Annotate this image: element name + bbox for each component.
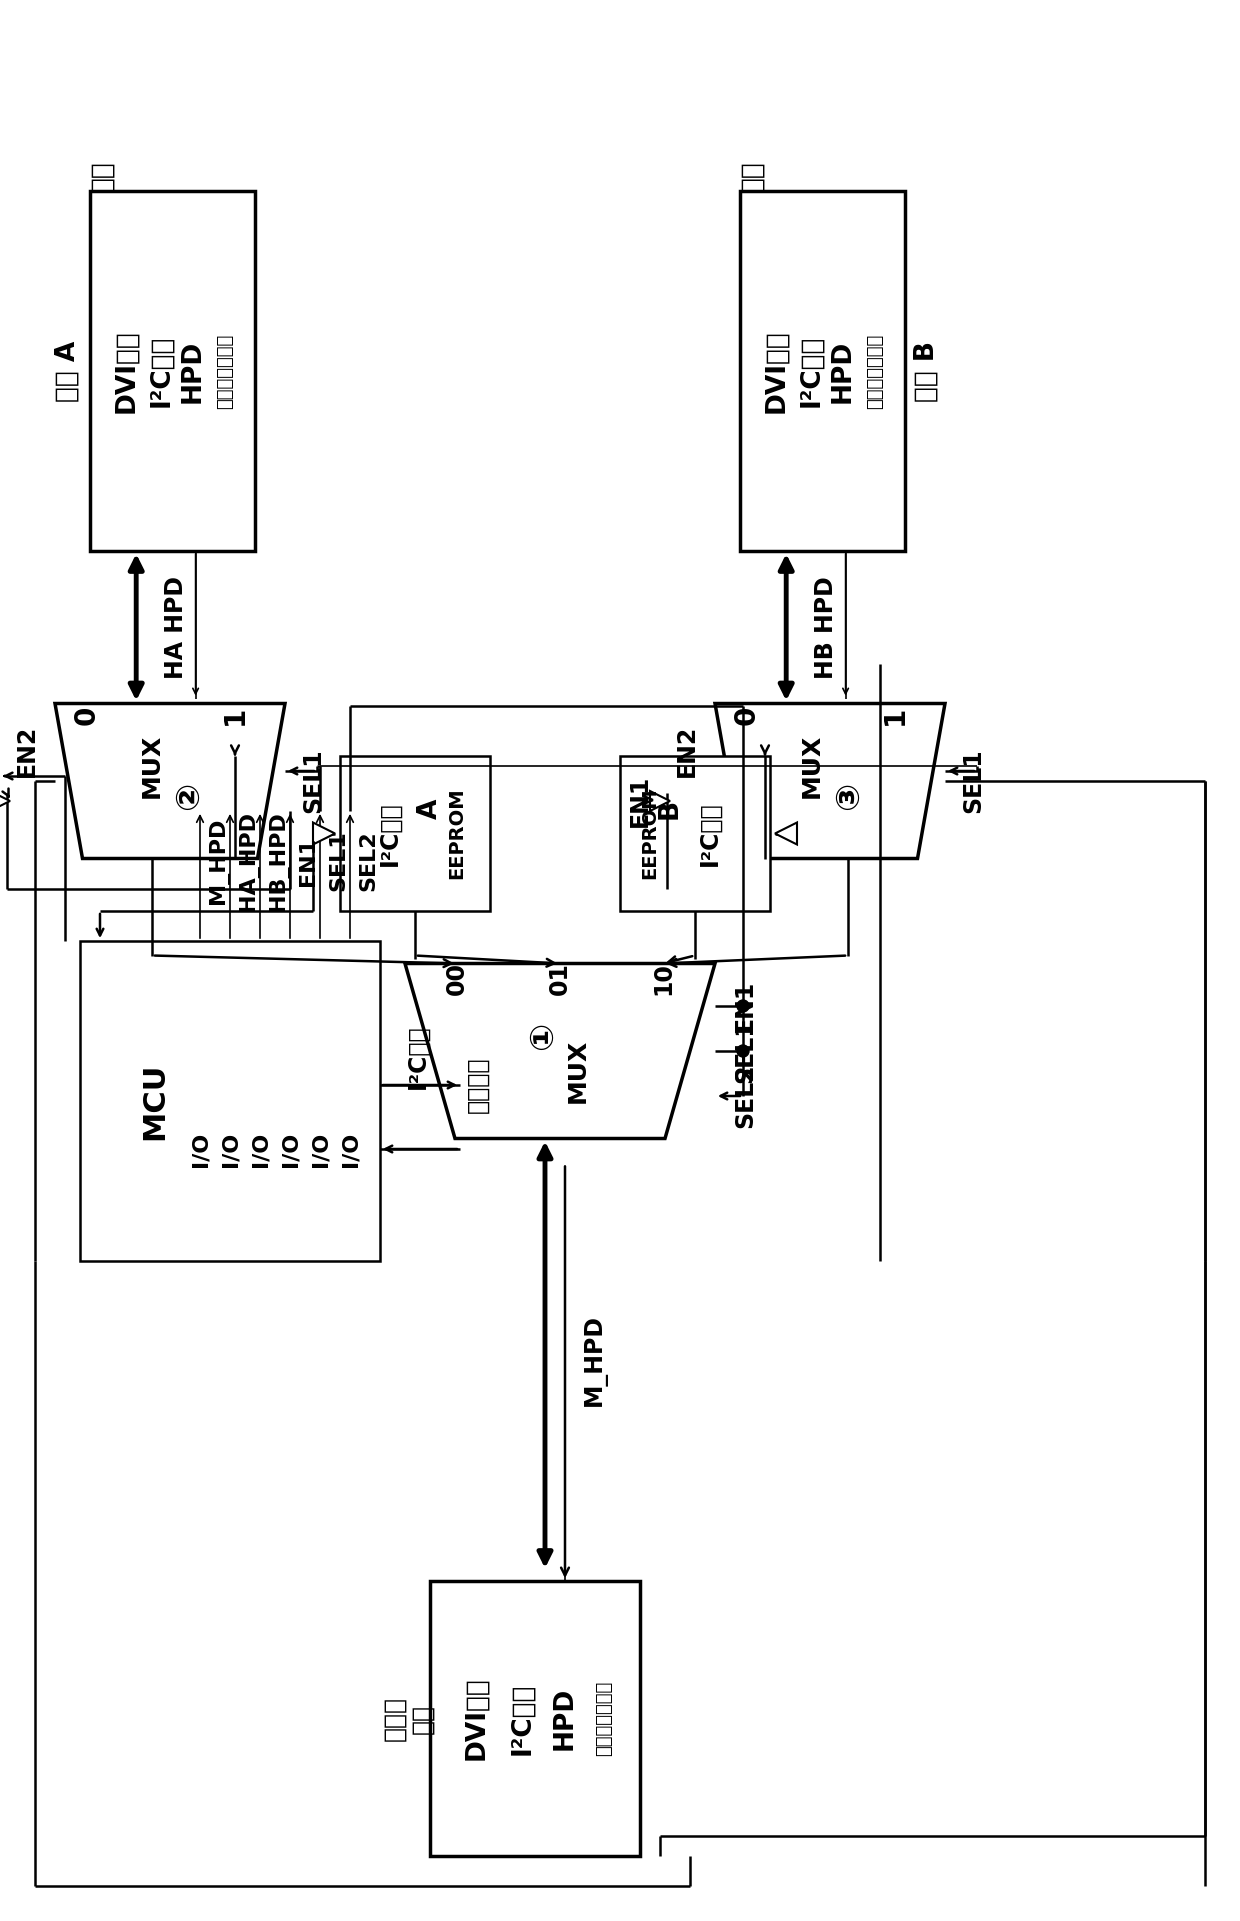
Polygon shape (312, 822, 335, 845)
Text: I/O: I/O (280, 1131, 300, 1166)
Text: SEL2: SEL2 (358, 830, 378, 891)
Text: DVI接口: DVI接口 (764, 328, 790, 413)
Polygon shape (405, 964, 715, 1139)
Text: 0: 0 (73, 705, 100, 726)
Polygon shape (715, 703, 945, 859)
Text: EN1: EN1 (298, 836, 317, 886)
Text: 主机 A: 主机 A (55, 340, 81, 401)
Text: 01: 01 (548, 962, 572, 995)
Text: 1: 1 (880, 705, 909, 724)
Text: I²C总线: I²C总线 (510, 1683, 536, 1754)
Text: I/O: I/O (250, 1131, 270, 1166)
Text: 00: 00 (445, 962, 469, 995)
Text: SEL1: SEL1 (301, 749, 325, 813)
Text: 显卡: 显卡 (89, 159, 115, 192)
Text: I/O: I/O (190, 1131, 210, 1166)
Text: SEL1: SEL1 (329, 830, 348, 891)
Text: M_HPD: M_HPD (208, 818, 229, 905)
Text: M_HPD: M_HPD (583, 1314, 608, 1406)
Bar (340, 757, 490, 911)
Text: DVI接口: DVI接口 (113, 328, 139, 413)
Text: MUX: MUX (800, 734, 825, 797)
Text: I/O: I/O (219, 1131, 241, 1166)
Text: ③: ③ (832, 782, 864, 811)
Bar (430, 1581, 640, 1856)
Text: 显示器
接口: 显示器 接口 (382, 1696, 434, 1740)
Text: I²C总线: I²C总线 (377, 801, 402, 866)
Text: MUX: MUX (565, 1039, 590, 1103)
Text: （热插拔信号）: （热插拔信号） (216, 334, 234, 409)
Text: A: A (417, 799, 443, 818)
Text: EN2: EN2 (15, 724, 38, 778)
Text: HB_HPD: HB_HPD (268, 811, 289, 911)
Text: HPD: HPD (180, 340, 206, 403)
Text: EEPROM: EEPROM (641, 788, 660, 880)
Text: EN1: EN1 (627, 774, 652, 828)
Bar (620, 757, 770, 911)
Text: 10: 10 (651, 962, 675, 995)
Text: HA_HPD: HA_HPD (238, 811, 259, 911)
Text: 1: 1 (221, 705, 249, 724)
Text: 0: 0 (733, 705, 761, 726)
Text: SEL1: SEL1 (733, 1018, 756, 1083)
Text: ②: ② (171, 782, 205, 811)
Text: （热插拔信号）: （热插拔信号） (867, 334, 884, 409)
Polygon shape (650, 791, 670, 811)
Polygon shape (0, 791, 10, 811)
Bar (91, 190, 255, 551)
Text: EN2: EN2 (675, 724, 699, 778)
Text: ①: ① (526, 1022, 558, 1051)
Polygon shape (775, 822, 797, 845)
Text: I²C总线: I²C总线 (698, 801, 722, 866)
Text: I/O: I/O (310, 1131, 330, 1166)
Text: 主机 B: 主机 B (914, 340, 940, 401)
Text: （热插拔信号）: （热插拔信号） (595, 1681, 614, 1756)
Circle shape (737, 1001, 749, 1012)
Text: I²C总线: I²C总线 (799, 334, 823, 407)
Text: MUX: MUX (140, 734, 164, 797)
Text: SEL2: SEL2 (733, 1064, 756, 1128)
Polygon shape (55, 703, 285, 859)
Bar (81, 941, 379, 1260)
Text: 显卡: 显卡 (739, 159, 765, 192)
Bar (740, 190, 905, 551)
Text: 切换信号: 切换信号 (465, 1057, 490, 1114)
Text: MCU: MCU (140, 1062, 170, 1139)
Text: HPD: HPD (552, 1687, 578, 1750)
Text: EN1: EN1 (733, 980, 756, 1032)
Text: HA HPD: HA HPD (164, 576, 188, 678)
Text: I²C总线: I²C总线 (148, 334, 174, 407)
Text: HB HPD: HB HPD (815, 576, 838, 678)
Text: HPD: HPD (830, 340, 856, 403)
Circle shape (737, 1045, 749, 1057)
Text: DVI接口: DVI接口 (464, 1677, 490, 1760)
Text: B: B (656, 799, 682, 818)
Text: I²C总线: I²C总线 (405, 1024, 429, 1089)
Text: EEPROM: EEPROM (448, 788, 466, 880)
Text: SEL1: SEL1 (961, 749, 985, 813)
Text: I/O: I/O (340, 1131, 360, 1166)
